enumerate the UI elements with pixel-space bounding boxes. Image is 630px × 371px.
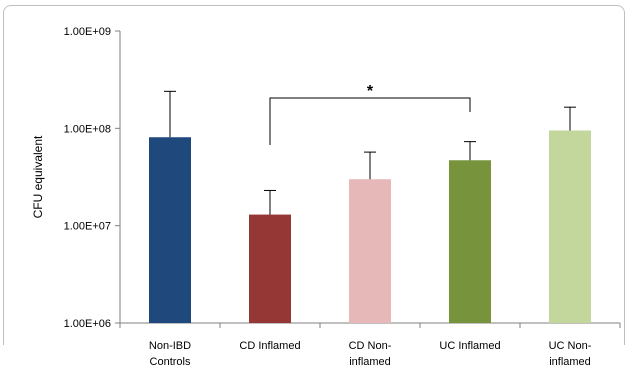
y-tick-label: 1.00E+06 — [64, 318, 111, 330]
category-labels: Non-IBD Controls CD Inflamed CD Non-inflame… — [149, 340, 592, 368]
category-label-0: Non-IBD — [149, 340, 191, 352]
bars — [149, 130, 591, 323]
bracket-line — [269, 97, 471, 145]
x-ticks — [119, 323, 621, 328]
bar-1 — [249, 214, 291, 323]
chart-frame — [3, 5, 625, 345]
y-tick-label: 1.00E+07 — [64, 221, 111, 233]
category-label-0: Controls — [150, 356, 191, 368]
category-label-4: inflamed — [549, 356, 591, 368]
category-label-1: CD Inflamed — [239, 340, 300, 352]
y-tick-label: 1.00E+08 — [64, 123, 111, 135]
bar-2 — [349, 179, 391, 323]
error-bars — [164, 90, 576, 215]
bar-4 — [549, 130, 591, 323]
category-label-2: CD Non- — [349, 340, 392, 352]
y-ticks: 1.00E+09 1.00E+08 1.00E+07 1.00E+06 — [64, 26, 120, 330]
y-axis-title: CFU equivalent — [31, 135, 45, 218]
significance-bracket: * — [269, 83, 471, 145]
category-label-3: UC Inflamed — [439, 340, 500, 352]
bar-3 — [449, 160, 491, 323]
category-label-2: inflamed — [349, 356, 391, 368]
significance-star: * — [367, 83, 374, 100]
bar-0 — [149, 137, 191, 323]
category-label-4: UC Non- — [549, 340, 592, 352]
y-tick-label: 1.00E+09 — [64, 26, 111, 38]
